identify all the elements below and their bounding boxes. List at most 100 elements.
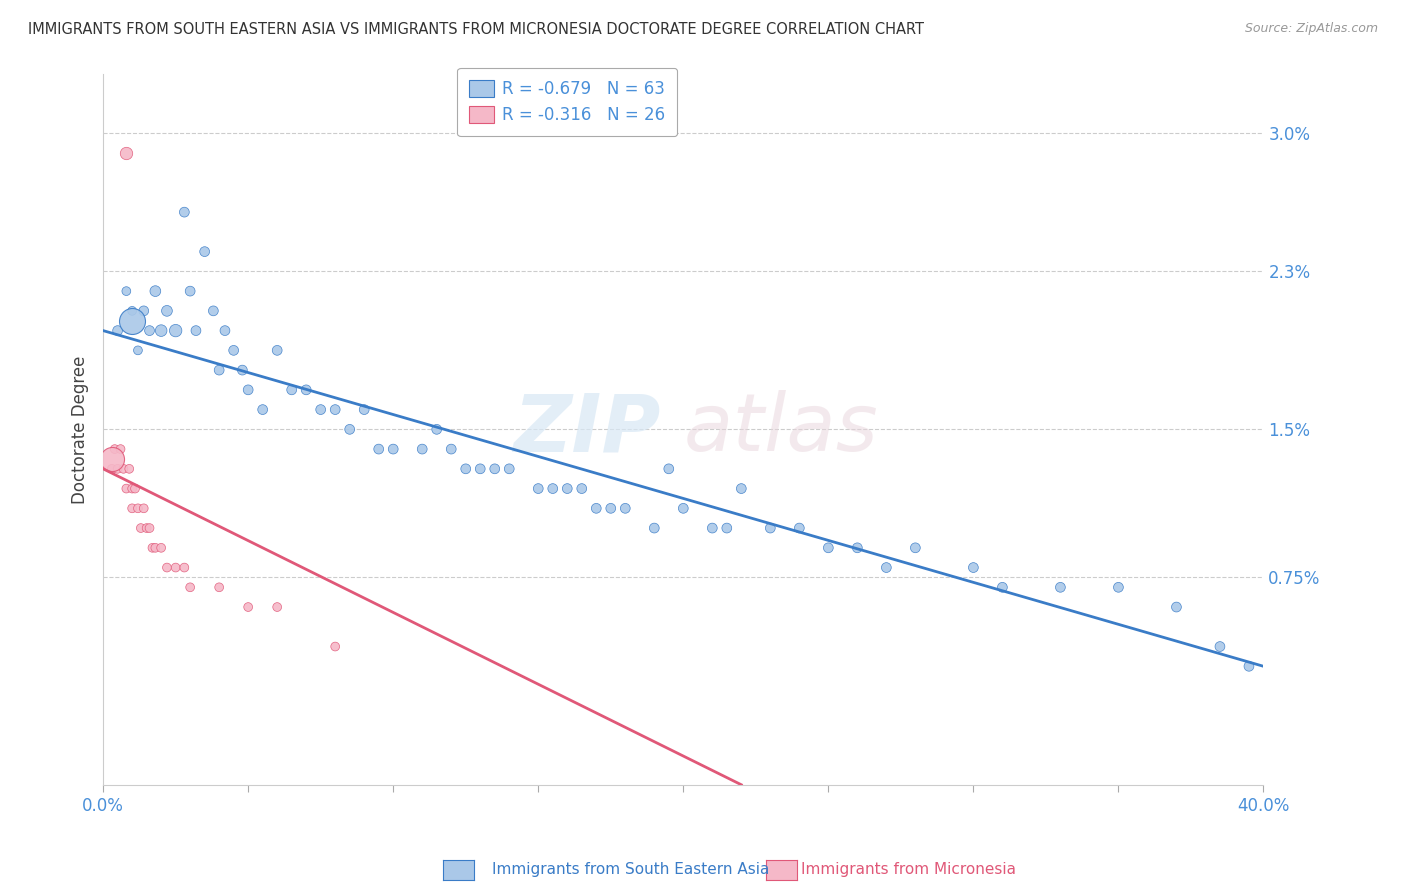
Text: IMMIGRANTS FROM SOUTH EASTERN ASIA VS IMMIGRANTS FROM MICRONESIA DOCTORATE DEGRE: IMMIGRANTS FROM SOUTH EASTERN ASIA VS IM… bbox=[28, 22, 924, 37]
Point bbox=[1166, 600, 1188, 615]
Legend: R = -0.679   N = 63, R = -0.316   N = 26: R = -0.679 N = 63, R = -0.316 N = 26 bbox=[457, 68, 678, 136]
Point bbox=[571, 482, 593, 496]
Text: Immigrants from Micronesia: Immigrants from Micronesia bbox=[801, 863, 1017, 877]
Point bbox=[135, 521, 157, 535]
Point bbox=[904, 541, 927, 555]
Point bbox=[165, 324, 187, 338]
Point bbox=[173, 560, 195, 574]
Point bbox=[470, 462, 492, 476]
Point bbox=[454, 462, 477, 476]
Point bbox=[222, 343, 245, 358]
Point bbox=[585, 501, 607, 516]
Point bbox=[339, 422, 361, 436]
Point bbox=[426, 422, 449, 436]
Point bbox=[527, 482, 550, 496]
Point bbox=[127, 501, 149, 516]
Point bbox=[115, 482, 138, 496]
Point bbox=[112, 462, 135, 476]
Point bbox=[150, 541, 173, 555]
Point bbox=[150, 324, 173, 338]
Point bbox=[129, 521, 152, 535]
Point bbox=[789, 521, 811, 535]
Point bbox=[231, 363, 253, 377]
Text: atlas: atlas bbox=[683, 391, 877, 468]
Point bbox=[121, 304, 143, 318]
Point bbox=[875, 560, 897, 574]
Point bbox=[208, 363, 231, 377]
Point bbox=[214, 324, 236, 338]
Point bbox=[614, 501, 637, 516]
Point bbox=[1107, 580, 1129, 594]
Point bbox=[252, 402, 274, 417]
Point bbox=[121, 501, 143, 516]
Y-axis label: Doctorate Degree: Doctorate Degree bbox=[72, 355, 89, 503]
Point bbox=[716, 521, 738, 535]
Point bbox=[1237, 659, 1260, 673]
Point bbox=[280, 383, 302, 397]
Point bbox=[141, 541, 163, 555]
Point bbox=[165, 560, 187, 574]
Point bbox=[115, 284, 138, 298]
Point bbox=[156, 304, 179, 318]
Text: Immigrants from South Eastern Asia: Immigrants from South Eastern Asia bbox=[492, 863, 769, 877]
Point bbox=[846, 541, 869, 555]
Point bbox=[962, 560, 984, 574]
Point bbox=[541, 482, 564, 496]
Point bbox=[498, 462, 520, 476]
Point bbox=[991, 580, 1014, 594]
Point bbox=[101, 452, 124, 467]
Point bbox=[323, 402, 346, 417]
Point bbox=[179, 580, 201, 594]
Point bbox=[101, 462, 124, 476]
Point bbox=[138, 324, 160, 338]
Point bbox=[309, 402, 332, 417]
Point bbox=[208, 580, 231, 594]
Point bbox=[138, 521, 160, 535]
Point bbox=[353, 402, 375, 417]
Point bbox=[323, 640, 346, 654]
Point bbox=[382, 442, 405, 456]
Point bbox=[127, 343, 149, 358]
Point bbox=[121, 314, 143, 328]
Point bbox=[702, 521, 724, 535]
Point bbox=[107, 462, 129, 476]
Point bbox=[658, 462, 681, 476]
Point bbox=[202, 304, 225, 318]
Point bbox=[759, 521, 782, 535]
Point bbox=[194, 244, 217, 259]
Point bbox=[143, 541, 166, 555]
Point bbox=[124, 482, 146, 496]
Point bbox=[643, 521, 665, 535]
Point bbox=[295, 383, 318, 397]
Point bbox=[266, 343, 288, 358]
Point bbox=[484, 462, 506, 476]
Point bbox=[132, 304, 155, 318]
Point bbox=[367, 442, 389, 456]
Point bbox=[156, 560, 179, 574]
Point bbox=[730, 482, 752, 496]
Point bbox=[672, 501, 695, 516]
Point bbox=[104, 442, 127, 456]
Point bbox=[173, 205, 195, 219]
Point bbox=[118, 462, 141, 476]
Point bbox=[238, 600, 260, 615]
Point bbox=[132, 501, 155, 516]
Text: Source: ZipAtlas.com: Source: ZipAtlas.com bbox=[1244, 22, 1378, 36]
Point bbox=[110, 442, 132, 456]
Text: ZIP: ZIP bbox=[513, 391, 659, 468]
Point bbox=[1049, 580, 1071, 594]
Point bbox=[115, 145, 138, 160]
Point bbox=[1209, 640, 1232, 654]
Point bbox=[411, 442, 433, 456]
Point bbox=[555, 482, 578, 496]
Point bbox=[266, 600, 288, 615]
Point bbox=[184, 324, 207, 338]
Point bbox=[238, 383, 260, 397]
Point bbox=[599, 501, 621, 516]
Point bbox=[179, 284, 201, 298]
Point bbox=[440, 442, 463, 456]
Point bbox=[107, 324, 129, 338]
Point bbox=[817, 541, 839, 555]
Point bbox=[143, 284, 166, 298]
Point bbox=[121, 482, 143, 496]
